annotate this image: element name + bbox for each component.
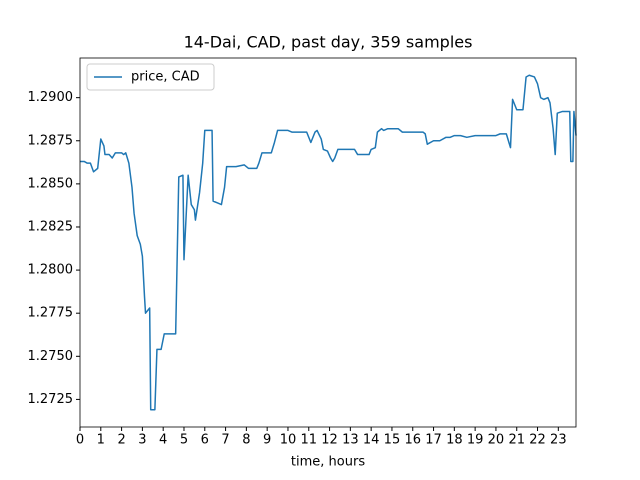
y-tick-label: 1.2750 — [28, 349, 74, 364]
x-tick-label: 5 — [180, 433, 188, 448]
x-tick-label: 1 — [97, 433, 105, 448]
x-tick-label: 23 — [550, 433, 567, 448]
legend-label: price, CAD — [131, 70, 200, 85]
x-tick-label: 13 — [342, 433, 359, 448]
y-tick-label: 1.2825 — [28, 219, 74, 234]
x-axis-label: time, hours — [291, 455, 365, 470]
x-tick-label: 14 — [363, 433, 380, 448]
x-tick-label: 0 — [76, 433, 84, 448]
x-tick-label: 19 — [467, 433, 484, 448]
x-tick-label: 16 — [404, 433, 421, 448]
x-tick-label: 12 — [321, 433, 338, 448]
chart-title: 14-Dai, CAD, past day, 359 samples — [184, 33, 473, 52]
y-tick-label: 1.2800 — [28, 263, 74, 278]
x-tick-label: 6 — [201, 433, 209, 448]
x-tick-label: 18 — [446, 433, 463, 448]
x-tick-label: 21 — [508, 433, 525, 448]
y-tick-label: 1.2725 — [28, 392, 74, 407]
x-tick-label: 20 — [488, 433, 505, 448]
x-tick-label: 4 — [159, 433, 167, 448]
plot-frame — [79, 57, 577, 428]
price-line — [80, 74, 577, 411]
y-tick-label: 1.2900 — [28, 90, 74, 105]
x-tick-label: 10 — [280, 433, 297, 448]
x-tick-label: 7 — [221, 433, 229, 448]
y-tick-label: 1.2775 — [28, 306, 74, 321]
legend-box — [86, 63, 215, 91]
x-tick-label: 17 — [425, 433, 442, 448]
x-tick-label: 15 — [384, 433, 401, 448]
x-tick-label: 11 — [300, 433, 317, 448]
y-tick-label: 1.2875 — [28, 133, 74, 148]
y-tick-label: 1.2850 — [28, 176, 74, 191]
x-tick-label: 22 — [529, 433, 546, 448]
x-tick-label: 9 — [263, 433, 271, 448]
x-tick-label: 3 — [138, 433, 146, 448]
x-tick-label: 2 — [117, 433, 125, 448]
x-tick-label: 8 — [242, 433, 250, 448]
